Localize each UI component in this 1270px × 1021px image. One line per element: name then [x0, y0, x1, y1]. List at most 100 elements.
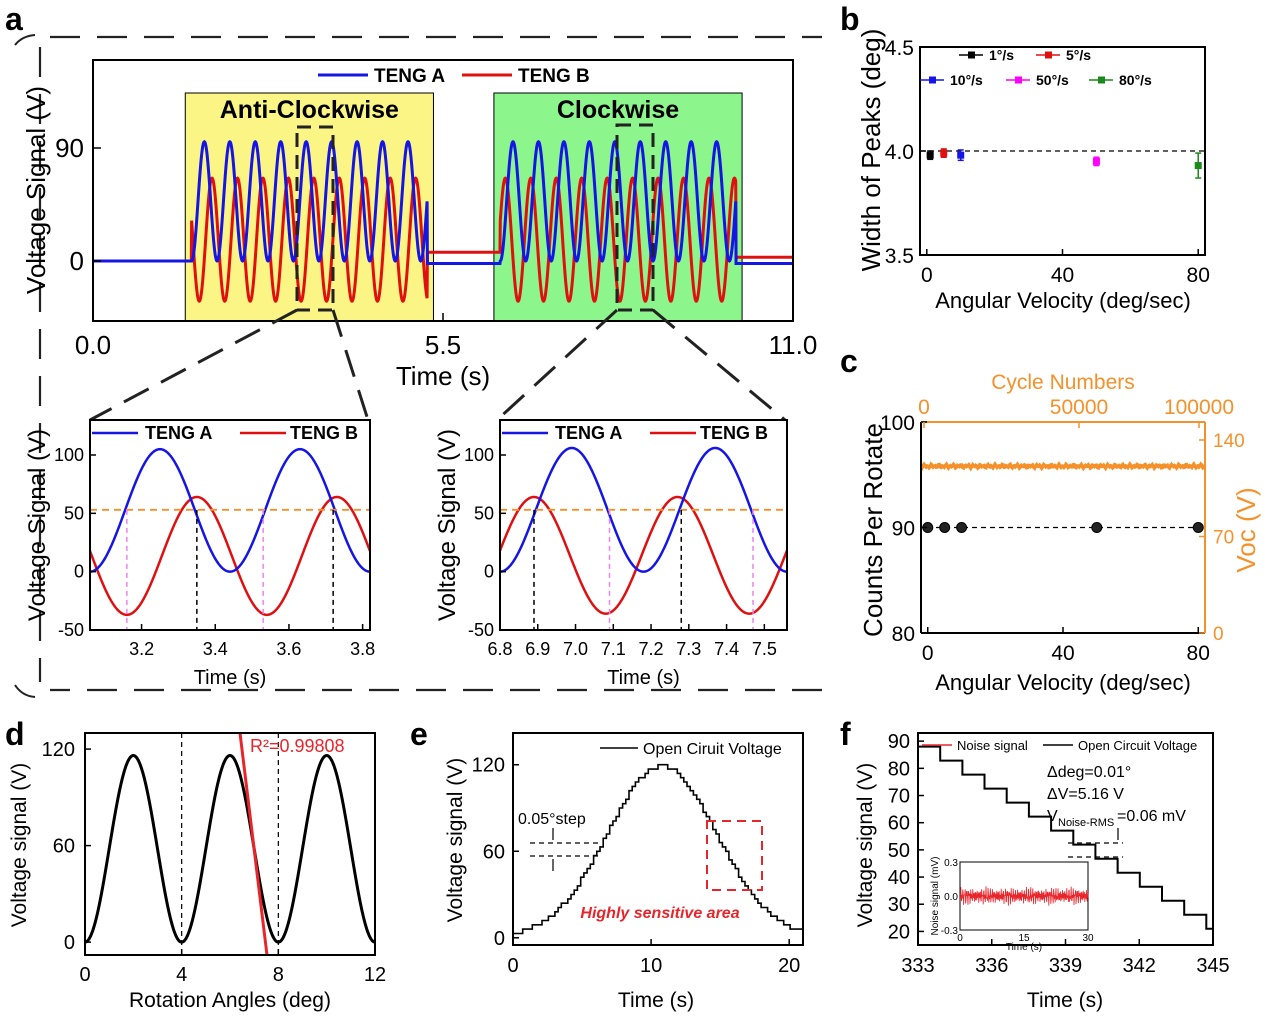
legend-marker	[1045, 51, 1052, 59]
x-tick-label: 40	[1051, 642, 1074, 665]
inset-x-tick-label: 0	[957, 933, 963, 944]
y-axis-label: Voltage signal (V)	[854, 763, 877, 928]
x-tick-label: 3.6	[276, 639, 301, 659]
x-tick-label: 0	[79, 964, 90, 986]
x-tick-label: 7.4	[714, 639, 739, 659]
legend-label-teng-a: TENG A	[555, 423, 622, 443]
legend-label: 50°/s	[1036, 72, 1069, 88]
region-label: Anti-Clockwise	[220, 96, 399, 124]
x-tick-label: 7.2	[639, 639, 664, 659]
x-tick-label: 6.8	[487, 639, 512, 659]
legend-label: Open Ciruit Voltage	[643, 741, 782, 758]
y-tick-label: 50	[888, 840, 910, 862]
teng-a-line	[93, 139, 793, 266]
teng-b-line	[88, 495, 372, 617]
y-tick-label: 100	[54, 445, 84, 465]
x-tick-label: 7.0	[563, 639, 588, 659]
data-point	[1092, 157, 1100, 165]
x-tick-label: 342	[1123, 955, 1156, 977]
y-tick-label: 90	[888, 731, 910, 753]
inset-y-tick-label: 0.0	[944, 892, 958, 903]
y-axis-label: Voltage Signal (V)	[434, 429, 461, 621]
top-x-axis-label: Cycle Numbers	[991, 371, 1135, 394]
x-axis-label: Angular Velocity (deg/sec)	[935, 288, 1191, 313]
y-tick-label: 120	[42, 739, 75, 761]
legend-label-teng-b: TENG B	[518, 66, 590, 87]
y-tick-label: 100	[464, 445, 494, 465]
data-point	[956, 522, 968, 533]
inset-x-axis-label: Time (s)	[1006, 942, 1042, 953]
step-label: 0.05°step	[518, 811, 586, 828]
y-tick-label: 120	[472, 755, 505, 777]
x-tick-label: 40	[1051, 264, 1074, 287]
x-tick-label: 0	[921, 264, 933, 287]
y-tick-label: 30	[888, 894, 910, 916]
panel-label-c: c	[840, 343, 858, 379]
panel-a-frame-corner	[14, 684, 36, 698]
x-tick-label: 10	[640, 955, 662, 977]
right-y-tick-label: 70	[1213, 528, 1234, 549]
y-axis-label: Voltage signal (V)	[444, 758, 467, 923]
legend-label: 5°/s	[1066, 47, 1091, 63]
x-tick-label: 12	[364, 964, 386, 986]
x-tick-label: 0	[922, 642, 934, 665]
y-tick-label: 60	[53, 836, 75, 858]
figure-root: a b c d e f Anti-Clockwise Clockwise TENG A TENG …	[5, 1, 1261, 1012]
data-point	[939, 522, 951, 533]
data-point	[1091, 522, 1103, 533]
fit-line	[238, 732, 269, 956]
x-axis-label: Angular Velocity (deg/sec)	[935, 670, 1191, 695]
y-tick-label: 20	[888, 921, 910, 943]
annotation-noise-rms-value: =0.06 mV	[1117, 808, 1186, 825]
panel-a-frame-corner	[14, 34, 36, 46]
panel-label-d: d	[5, 716, 25, 752]
region-label: Clockwise	[557, 96, 679, 124]
legend-label-teng-a: TENG A	[145, 423, 212, 443]
top-x-tick-label: 50000	[1050, 396, 1108, 419]
y-tick-label: 40	[888, 867, 910, 889]
legend-label-noise: Noise signal	[957, 738, 1028, 753]
right-y-axis-label: Voc (V)	[1231, 487, 1261, 572]
inset-y-axis-label: Noise signal (mV)	[930, 857, 941, 936]
inset-y-tick-label: 0.3	[944, 858, 958, 869]
y-axis-label: Voltage signal (V)	[8, 763, 31, 928]
y-tick-label: 4.0	[885, 141, 914, 164]
panel-label-a: a	[5, 1, 23, 37]
panel-label-f: f	[840, 716, 851, 752]
y-axis-label: Voltage Signal (V)	[21, 86, 51, 294]
top-x-tick-label: 100000	[1164, 396, 1234, 419]
y-tick-label: 3.5	[885, 245, 914, 268]
y-tick-label: 80	[892, 623, 915, 646]
y-axis-label: Counts Per Rotate	[858, 423, 888, 637]
panel-a-dashed-frame	[38, 35, 822, 692]
inset-x-tick-label: 15	[1018, 933, 1030, 944]
annotation-delta-deg: Δdeg=0.01°	[1047, 764, 1131, 781]
legend-label: 80°/s	[1119, 72, 1152, 88]
data-point	[926, 151, 934, 159]
panel-d-frame	[84, 732, 376, 956]
teng-a-line	[499, 446, 788, 573]
legend-label-teng-b: TENG B	[290, 423, 358, 443]
legend-marker	[929, 76, 936, 84]
x-axis-label: Time (s)	[396, 361, 490, 391]
x-tick-label: 336	[975, 955, 1008, 977]
x-tick-label: 345	[1196, 955, 1229, 977]
x-axis-label: Time (s)	[1027, 989, 1103, 1012]
teng-a-line	[89, 447, 371, 573]
y-tick-label: 0	[64, 932, 75, 954]
zoom-frame	[89, 419, 371, 631]
y-axis-label: Voltage Signal (V)	[24, 429, 51, 621]
annotation-noise-rms-symbol: V	[1047, 808, 1058, 825]
x-tick-label: 7.5	[752, 639, 777, 659]
y-tick-label: 60	[888, 813, 910, 835]
legend-label-teng-b: TENG B	[700, 423, 768, 443]
y-axis-label: Width of Peaks (deg)	[856, 29, 886, 272]
y-tick-label: 60	[483, 841, 505, 863]
zoom-frame	[499, 419, 788, 631]
y-tick-label: 0	[70, 246, 84, 276]
x-tick-label: 333	[901, 955, 934, 977]
x-tick-label: 5.5	[425, 330, 461, 360]
x-tick-label: 7.3	[676, 639, 701, 659]
annotation-delta-v: ΔV=5.16 V	[1047, 786, 1124, 803]
